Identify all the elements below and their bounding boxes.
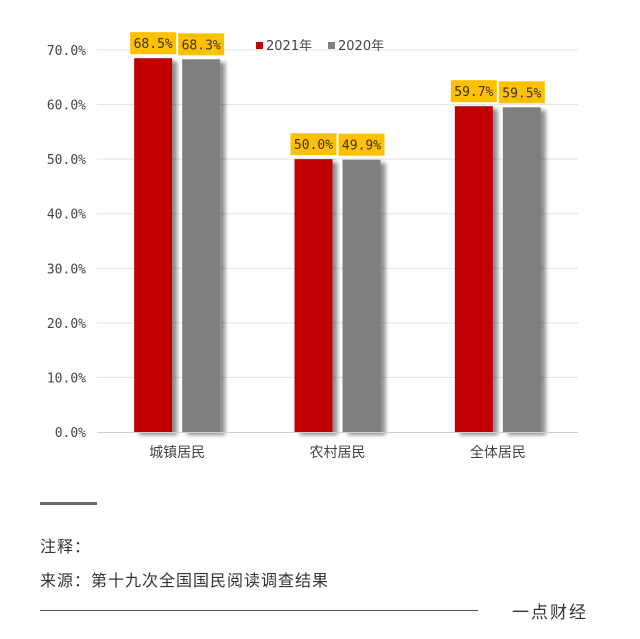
x-axis: 城镇居民 农村居民 全体居民: [97, 432, 578, 461]
legend-label: 2021年: [266, 39, 312, 54]
y-axis: 0.0% 10.0% 20.0% 30.0% 40.0% 50.0% 60.0% 70.0%: [47, 44, 86, 441]
bar: [502, 107, 541, 433]
data-label-box: [290, 133, 337, 156]
bar: [342, 159, 381, 432]
data-label-box: [130, 32, 177, 55]
legend: 2021年 2020年: [256, 39, 384, 54]
bar: [294, 159, 333, 432]
data-label: 50.0%: [294, 138, 333, 153]
data-label-box: [498, 81, 545, 104]
note-text: 注释：: [40, 537, 92, 556]
legend-swatch: [256, 42, 263, 49]
y-tick-label: 50.0%: [47, 153, 86, 168]
brand-name: 一点财经: [512, 603, 588, 623]
legend-swatch: [328, 42, 335, 49]
data-label-box: [178, 33, 225, 56]
y-tick-label: 10.0%: [47, 371, 86, 386]
bar: [134, 58, 173, 432]
x-tick-label: 农村居民: [310, 445, 366, 461]
data-label: 59.5%: [502, 86, 541, 101]
data-label: 49.9%: [342, 139, 381, 154]
x-tick-label: 全体居民: [470, 444, 526, 461]
data-label: 59.7%: [454, 85, 493, 100]
bar-chart: 0.0%10.0%20.0%30.0%40.0%50.0%60.0%70.0% …: [47, 32, 578, 461]
y-tick-label: 0.0%: [55, 426, 86, 441]
y-tick-label: 70.0%: [47, 44, 86, 59]
bar: [454, 106, 493, 433]
data-label: 68.5%: [134, 37, 173, 52]
gridlines: [97, 49, 578, 378]
y-tick-label: 40.0%: [47, 208, 86, 223]
data-label: 68.3%: [182, 38, 221, 53]
bars: 68.5% 68.3% 50.0% 49.9% 59.7% 59.5%: [130, 32, 545, 433]
data-label-box: [338, 133, 385, 156]
bar: [182, 59, 221, 433]
footer-accent-bar: [40, 502, 97, 505]
x-tick-label: 城镇居民: [149, 445, 205, 461]
footer-divider: [40, 610, 478, 611]
y-tick-label: 20.0%: [47, 317, 86, 332]
data-label-box: [450, 80, 497, 103]
y-tick-label: 60.0%: [47, 99, 86, 114]
y-tick-label: 30.0%: [47, 262, 86, 277]
legend-label: 2020年: [338, 39, 384, 54]
source-text: 来源：第十九次全国国民阅读调查结果: [40, 571, 330, 590]
